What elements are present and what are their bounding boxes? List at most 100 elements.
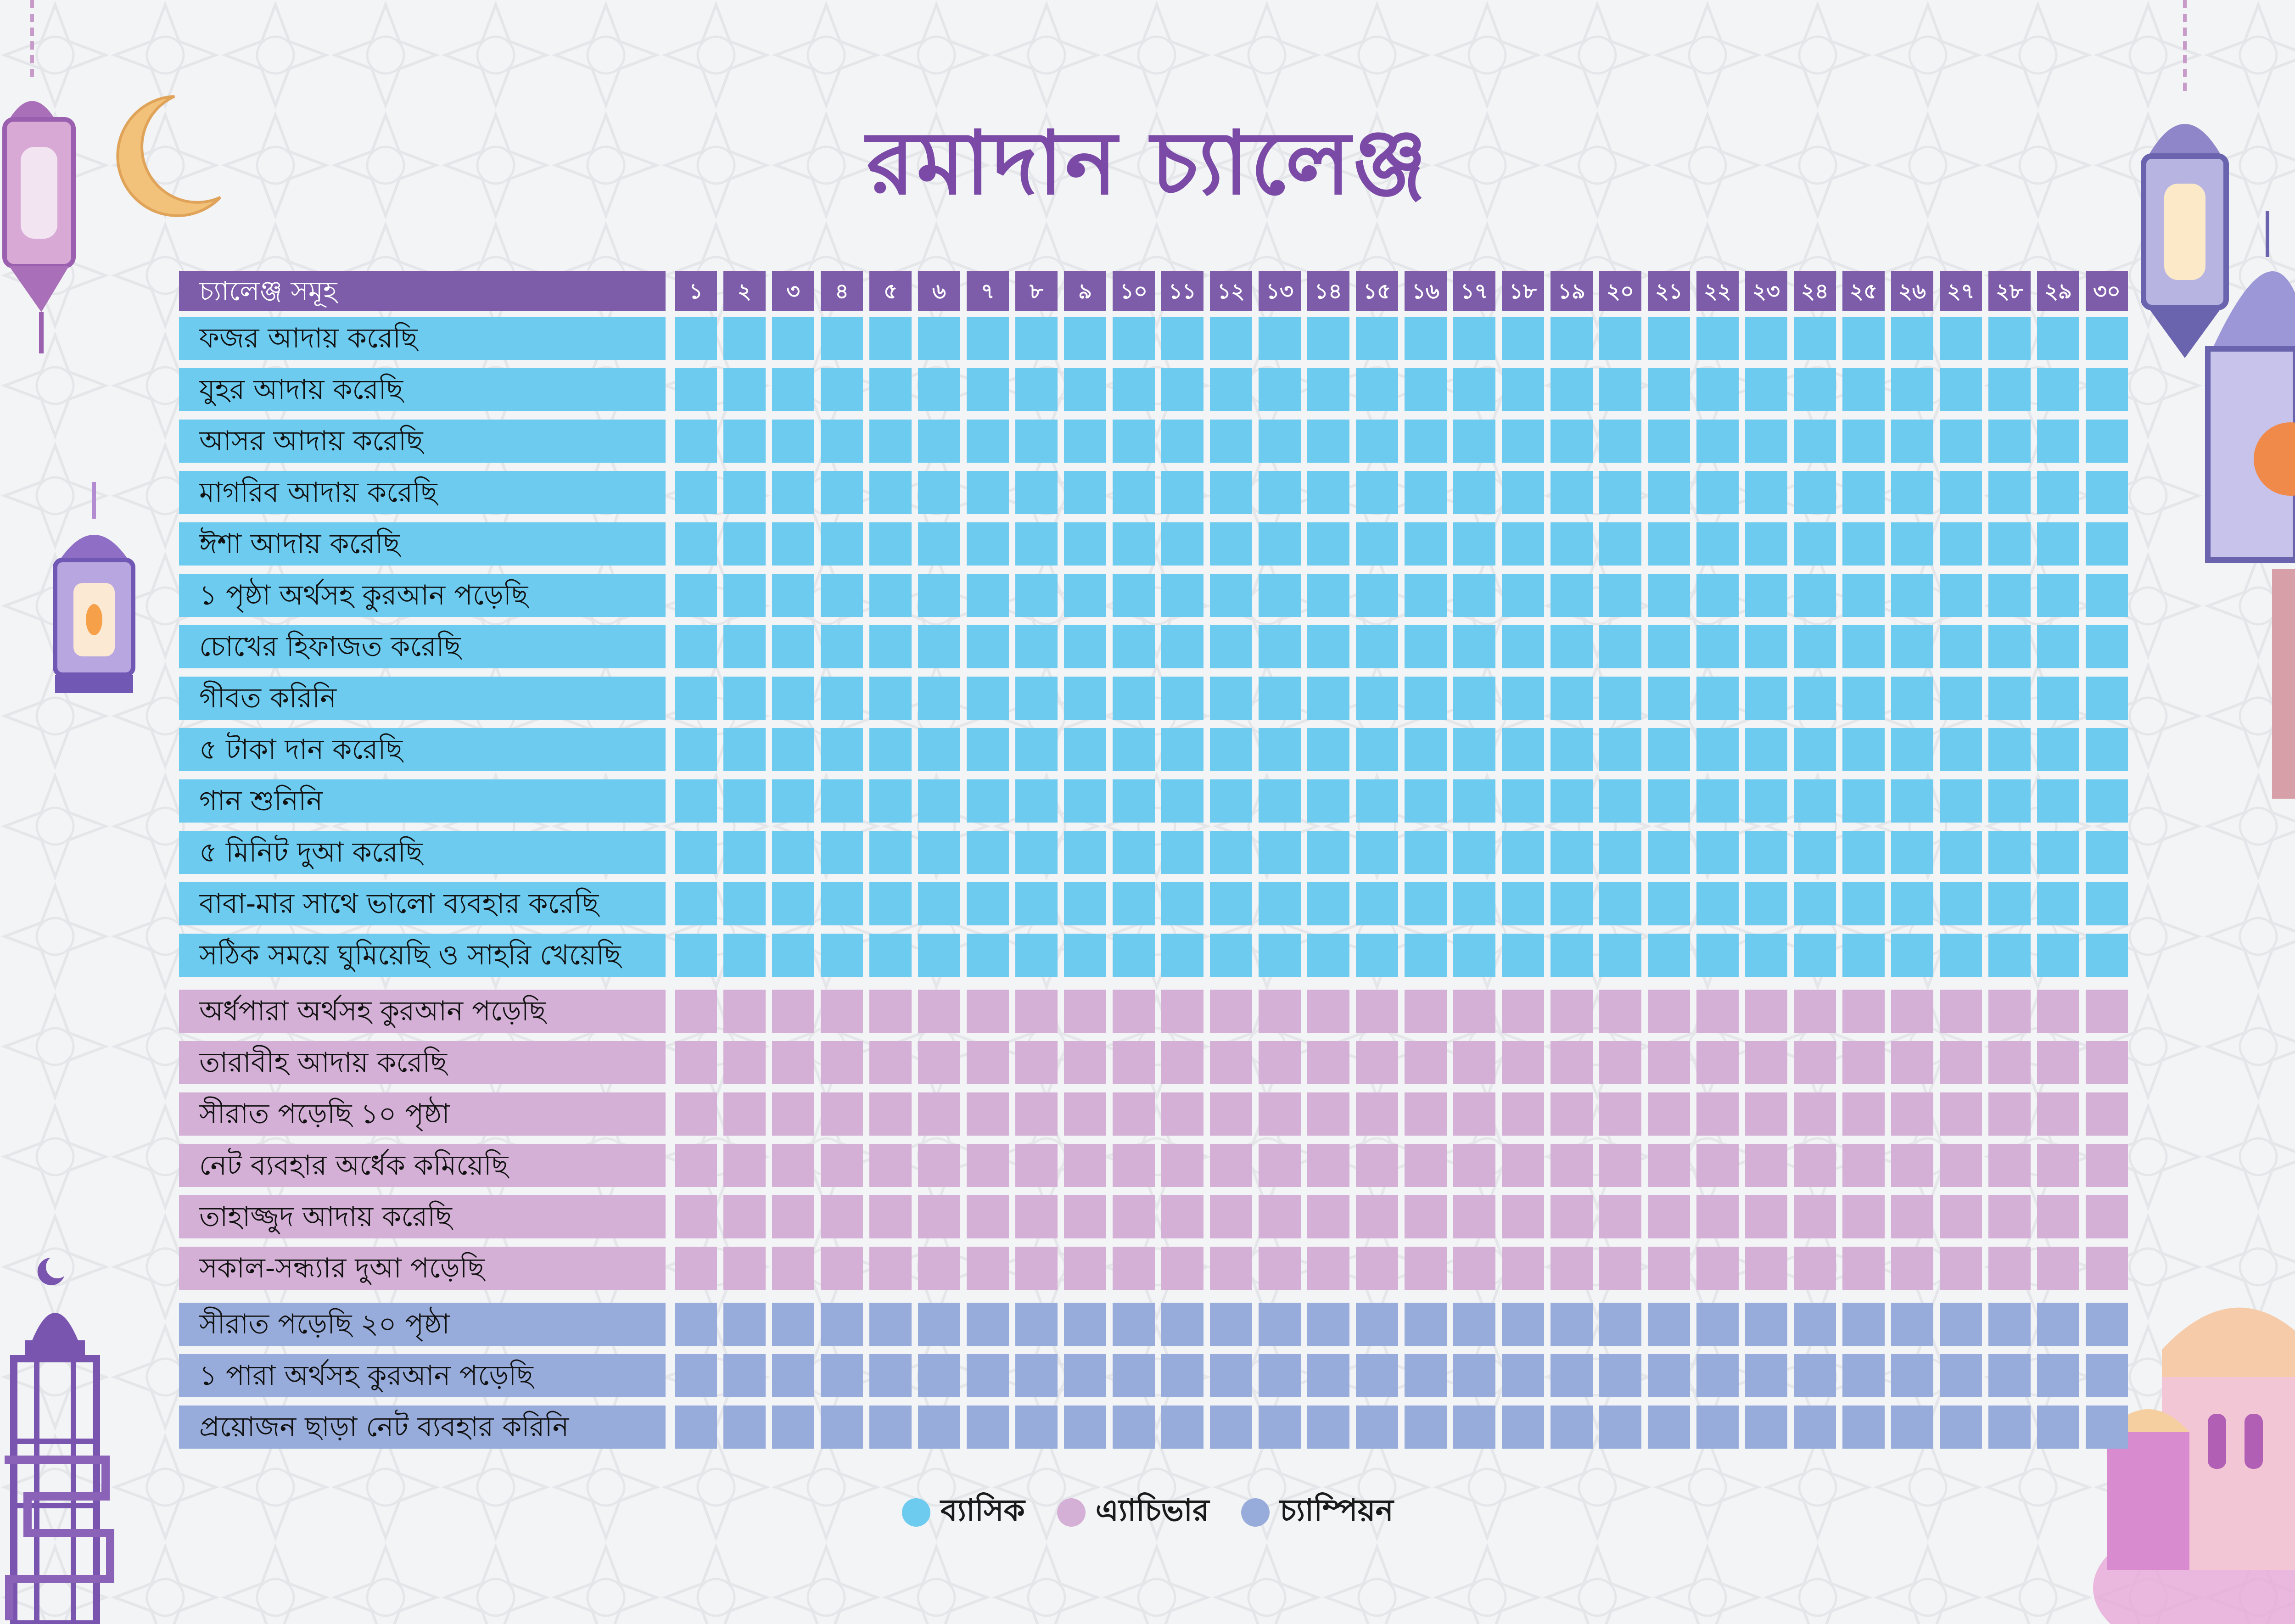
checkbox-cell[interactable] [675, 1247, 717, 1290]
checkbox-cell[interactable] [967, 728, 1009, 771]
checkbox-cell[interactable] [1307, 1247, 1349, 1290]
checkbox-cell[interactable] [1696, 728, 1739, 771]
checkbox-cell[interactable] [918, 1092, 960, 1136]
checkbox-cell[interactable] [1210, 420, 1252, 463]
checkbox-cell[interactable] [2086, 625, 2128, 668]
checkbox-cell[interactable] [1988, 625, 2031, 668]
checkbox-cell[interactable] [1988, 317, 2031, 360]
checkbox-cell[interactable] [2037, 1092, 2079, 1136]
checkbox-cell[interactable] [1113, 420, 1155, 463]
checkbox-cell[interactable] [821, 1247, 863, 1290]
checkbox-cell[interactable] [1940, 677, 1982, 720]
checkbox-cell[interactable] [1307, 471, 1349, 514]
checkbox-cell[interactable] [1648, 882, 1690, 925]
checkbox-cell[interactable] [1794, 1303, 1836, 1346]
checkbox-cell[interactable] [1210, 677, 1252, 720]
checkbox-cell[interactable] [675, 1406, 717, 1449]
checkbox-cell[interactable] [1307, 990, 1349, 1033]
checkbox-cell[interactable] [1551, 831, 1593, 874]
checkbox-cell[interactable] [1356, 1195, 1398, 1238]
checkbox-cell[interactable] [1405, 831, 1447, 874]
checkbox-cell[interactable] [1648, 522, 1690, 566]
checkbox-cell[interactable] [1648, 1144, 1690, 1187]
checkbox-cell[interactable] [1064, 1406, 1106, 1449]
checkbox-cell[interactable] [1113, 368, 1155, 411]
checkbox-cell[interactable] [1794, 317, 1836, 360]
checkbox-cell[interactable] [967, 1406, 1009, 1449]
checkbox-cell[interactable] [2037, 574, 2079, 617]
checkbox-cell[interactable] [1940, 1144, 1982, 1187]
checkbox-cell[interactable] [869, 1354, 912, 1397]
checkbox-cell[interactable] [1940, 990, 1982, 1033]
checkbox-cell[interactable] [1064, 1303, 1106, 1346]
checkbox-cell[interactable] [1842, 677, 1885, 720]
checkbox-cell[interactable] [1405, 990, 1447, 1033]
checkbox-cell[interactable] [1356, 368, 1398, 411]
checkbox-cell[interactable] [1064, 471, 1106, 514]
checkbox-cell[interactable] [1502, 990, 1544, 1033]
checkbox-cell[interactable] [1307, 1406, 1349, 1449]
checkbox-cell[interactable] [967, 677, 1009, 720]
checkbox-cell[interactable] [821, 934, 863, 977]
checkbox-cell[interactable] [1015, 779, 1058, 823]
checkbox-cell[interactable] [1648, 368, 1690, 411]
checkbox-cell[interactable] [1794, 1247, 1836, 1290]
checkbox-cell[interactable] [1259, 677, 1301, 720]
checkbox-cell[interactable] [1891, 779, 1933, 823]
checkbox-cell[interactable] [1599, 779, 1641, 823]
checkbox-cell[interactable] [1210, 368, 1252, 411]
checkbox-cell[interactable] [1891, 677, 1933, 720]
checkbox-cell[interactable] [675, 1195, 717, 1238]
checkbox-cell[interactable] [918, 1247, 960, 1290]
checkbox-cell[interactable] [2086, 1303, 2128, 1346]
checkbox-cell[interactable] [723, 934, 766, 977]
checkbox-cell[interactable] [821, 779, 863, 823]
checkbox-cell[interactable] [1161, 831, 1203, 874]
checkbox-cell[interactable] [869, 1144, 912, 1187]
checkbox-cell[interactable] [2037, 677, 2079, 720]
checkbox-cell[interactable] [2086, 1195, 2128, 1238]
checkbox-cell[interactable] [1551, 677, 1593, 720]
checkbox-cell[interactable] [967, 625, 1009, 668]
checkbox-cell[interactable] [1842, 1144, 1885, 1187]
checkbox-cell[interactable] [1405, 574, 1447, 617]
checkbox-cell[interactable] [1988, 1406, 2031, 1449]
checkbox-cell[interactable] [869, 779, 912, 823]
checkbox-cell[interactable] [1599, 831, 1641, 874]
checkbox-cell[interactable] [1648, 1195, 1690, 1238]
checkbox-cell[interactable] [869, 368, 912, 411]
checkbox-cell[interactable] [1307, 1354, 1349, 1397]
checkbox-cell[interactable] [869, 728, 912, 771]
checkbox-cell[interactable] [1940, 728, 1982, 771]
checkbox-cell[interactable] [1696, 1303, 1739, 1346]
checkbox-cell[interactable] [821, 522, 863, 566]
checkbox-cell[interactable] [1210, 1247, 1252, 1290]
checkbox-cell[interactable] [1794, 471, 1836, 514]
checkbox-cell[interactable] [869, 1195, 912, 1238]
checkbox-cell[interactable] [1745, 1144, 1787, 1187]
checkbox-cell[interactable] [1210, 522, 1252, 566]
checkbox-cell[interactable] [1745, 1195, 1787, 1238]
checkbox-cell[interactable] [1405, 1247, 1447, 1290]
checkbox-cell[interactable] [1551, 1195, 1593, 1238]
checkbox-cell[interactable] [967, 317, 1009, 360]
checkbox-cell[interactable] [1161, 1247, 1203, 1290]
checkbox-cell[interactable] [1696, 522, 1739, 566]
checkbox-cell[interactable] [772, 625, 814, 668]
checkbox-cell[interactable] [1210, 625, 1252, 668]
checkbox-cell[interactable] [1891, 882, 1933, 925]
checkbox-cell[interactable] [1502, 625, 1544, 668]
checkbox-cell[interactable] [821, 831, 863, 874]
checkbox-cell[interactable] [1210, 882, 1252, 925]
checkbox-cell[interactable] [2086, 420, 2128, 463]
checkbox-cell[interactable] [1648, 1041, 1690, 1084]
checkbox-cell[interactable] [1745, 1354, 1787, 1397]
checkbox-cell[interactable] [1502, 779, 1544, 823]
checkbox-cell[interactable] [1842, 1195, 1885, 1238]
checkbox-cell[interactable] [967, 420, 1009, 463]
checkbox-cell[interactable] [1307, 728, 1349, 771]
checkbox-cell[interactable] [1015, 934, 1058, 977]
checkbox-cell[interactable] [1599, 1406, 1641, 1449]
checkbox-cell[interactable] [2037, 1406, 2079, 1449]
checkbox-cell[interactable] [2086, 779, 2128, 823]
